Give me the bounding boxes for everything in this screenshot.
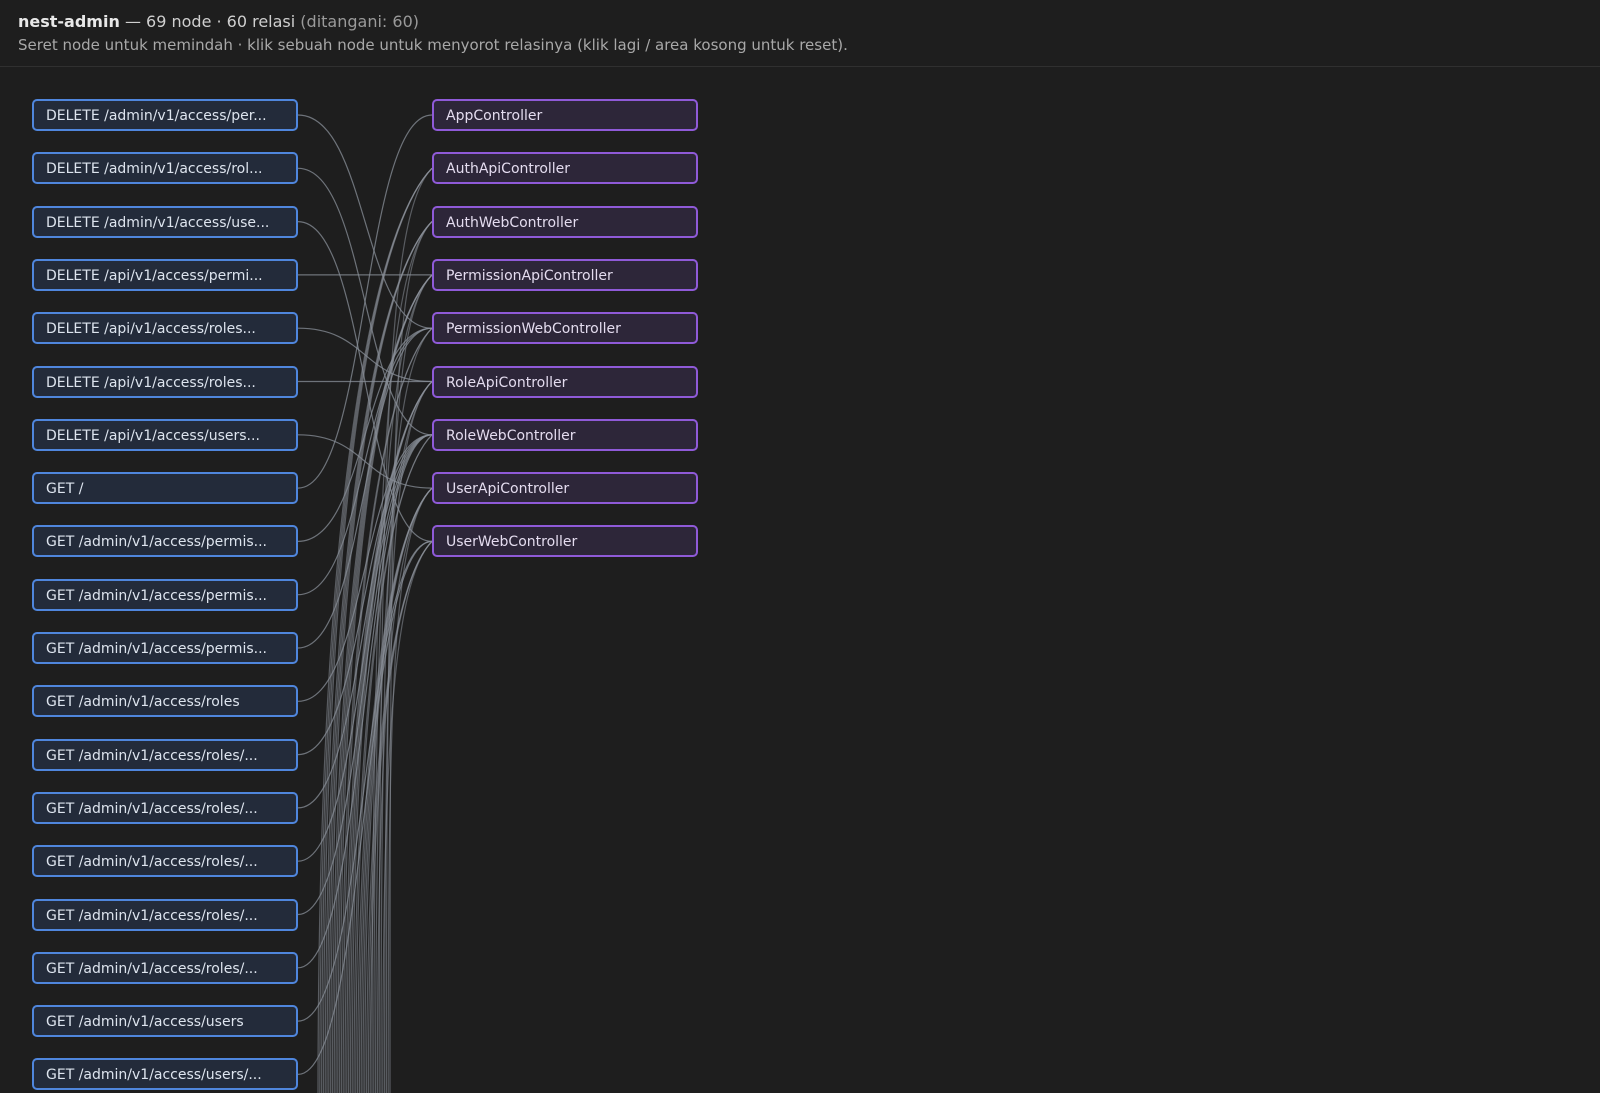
route-node[interactable]: GET /admin/v1/access/roles/... xyxy=(32,951,298,984)
relation-edge xyxy=(376,487,433,1093)
relation-edge xyxy=(297,540,433,1022)
relation-edge xyxy=(371,221,433,1093)
edge-layer xyxy=(297,114,433,1093)
route-node[interactable]: GET /admin/v1/access/permis... xyxy=(32,578,298,611)
relation-edge xyxy=(351,381,433,1093)
relation-edge xyxy=(322,167,433,1093)
route-node[interactable]: DELETE /api/v1/access/users... xyxy=(32,418,298,451)
relation-edge xyxy=(384,381,433,1093)
controller-node[interactable]: PermissionApiController xyxy=(432,258,698,291)
relation-edge xyxy=(339,274,433,1093)
relation-edge xyxy=(389,221,433,1093)
relation-edge xyxy=(297,327,433,596)
controller-node[interactable]: UserApiController xyxy=(432,472,698,505)
relation-edge xyxy=(373,274,433,1093)
app-name: nest-admin xyxy=(18,12,120,31)
handled-count: (ditangani: 60) xyxy=(300,12,419,31)
route-node[interactable]: DELETE /admin/v1/access/per... xyxy=(32,99,298,131)
graph-canvas[interactable]: DELETE /admin/v1/access/per... DELETE /ad… xyxy=(0,68,1600,1093)
graph-counts: — 69 node · 60 relasi xyxy=(119,12,301,31)
relation-edge xyxy=(355,434,433,1093)
route-node[interactable]: GET /admin/v1/access/roles/... xyxy=(32,845,298,878)
route-node[interactable]: DELETE /admin/v1/access/rol... xyxy=(32,152,298,185)
relation-edge xyxy=(380,327,433,1093)
route-node[interactable]: GET /admin/v1/access/users/... xyxy=(32,1058,298,1091)
controller-node[interactable]: UserWebController xyxy=(432,525,698,558)
controller-node[interactable]: AuthWebController xyxy=(432,205,698,238)
route-node[interactable]: GET /admin/v1/access/roles/... xyxy=(32,791,298,824)
route-node[interactable]: DELETE /api/v1/access/roles... xyxy=(32,312,298,345)
graph-header: nest-admin — 69 node · 60 relasi (ditang… xyxy=(0,0,1600,67)
relation-edge xyxy=(387,487,433,1093)
controller-node[interactable]: AppController xyxy=(432,99,698,131)
route-node[interactable]: GET /admin/v1/access/permis... xyxy=(32,632,298,664)
route-node[interactable]: DELETE /api/v1/access/roles... xyxy=(32,365,298,398)
route-node[interactable]: GET /admin/v1/access/roles xyxy=(32,685,298,718)
route-node[interactable]: GET /admin/v1/access/permis... xyxy=(32,525,298,558)
relation-edge xyxy=(297,114,433,489)
relation-edge xyxy=(342,327,433,1093)
route-node[interactable]: DELETE /admin/v1/access/use... xyxy=(32,205,298,238)
route-node[interactable]: GET / xyxy=(32,472,298,505)
route-node[interactable]: GET /admin/v1/access/roles/... xyxy=(32,738,298,771)
relation-edge xyxy=(378,167,433,1093)
route-node[interactable]: GET /admin/v1/access/users xyxy=(32,1005,298,1038)
controller-node[interactable]: AuthApiController xyxy=(432,152,698,185)
relation-edge xyxy=(297,434,433,756)
relation-edge xyxy=(330,221,433,1093)
controller-node[interactable]: RoleWebController xyxy=(432,418,698,451)
route-node[interactable]: GET /admin/v1/access/roles/... xyxy=(32,898,298,931)
relation-edge xyxy=(297,114,433,329)
usage-hint: Seret node untuk memindah · klik sebuah … xyxy=(18,36,848,54)
controller-node[interactable]: RoleApiController xyxy=(432,365,698,398)
controller-node[interactable]: PermissionWebController xyxy=(432,312,698,345)
route-node[interactable]: DELETE /api/v1/access/permi... xyxy=(32,258,298,291)
graph-summary: nest-admin — 69 node · 60 relasi (ditang… xyxy=(18,12,1582,32)
